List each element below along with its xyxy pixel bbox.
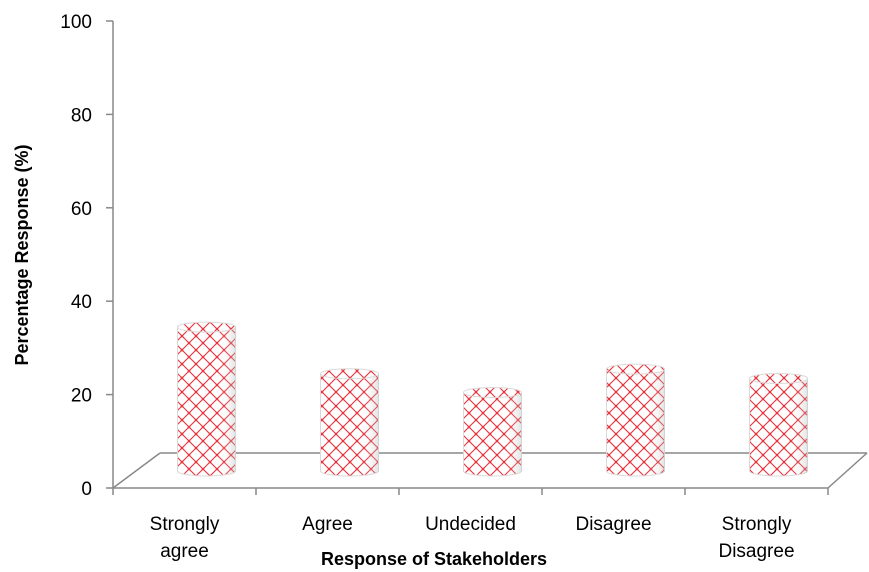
bar-top xyxy=(749,372,808,384)
y-tick-label: 100 xyxy=(60,12,92,33)
floor-right-edge xyxy=(827,452,868,489)
bar xyxy=(463,386,522,477)
bars xyxy=(177,321,808,477)
x-tick-label: Undecided xyxy=(425,514,516,535)
y-tick-label: 0 xyxy=(81,479,92,500)
x-tick-label: Disagree xyxy=(718,541,794,562)
y-axis-title: Percentage Response (%) xyxy=(12,144,32,365)
bar xyxy=(749,372,808,477)
x-tick-label: Strongly xyxy=(150,514,220,535)
y-tick-label: 80 xyxy=(71,105,92,126)
bar-shading xyxy=(463,392,522,477)
x-axis-title: Response of Stakeholders xyxy=(321,549,547,569)
bar-top xyxy=(177,321,236,333)
y-ticks: 0 20 40 60 80 100 xyxy=(60,12,113,500)
bar xyxy=(320,368,379,477)
bar-top xyxy=(320,368,379,380)
y-tick-label: 40 xyxy=(71,292,92,313)
floor-left-edge xyxy=(112,452,161,489)
x-ticks xyxy=(112,488,829,495)
bar-shading xyxy=(606,369,665,477)
bar-shading xyxy=(177,327,236,476)
bar-top xyxy=(463,386,522,398)
bar-shading xyxy=(749,378,808,477)
bar-top xyxy=(606,363,665,375)
bar-shading xyxy=(320,373,379,477)
x-tick-label: agree xyxy=(160,541,209,562)
x-tick-label: Agree xyxy=(302,514,353,535)
bar xyxy=(177,321,236,477)
x-tick-label: Disagree xyxy=(575,514,651,535)
x-tick-label: Strongly xyxy=(722,514,792,535)
bar xyxy=(606,363,665,477)
x-tick-labels: Strongly agree Agree Undecided Disagree Stron… xyxy=(150,514,795,562)
y-tick-label: 20 xyxy=(71,386,92,407)
y-tick-label: 60 xyxy=(71,199,92,220)
